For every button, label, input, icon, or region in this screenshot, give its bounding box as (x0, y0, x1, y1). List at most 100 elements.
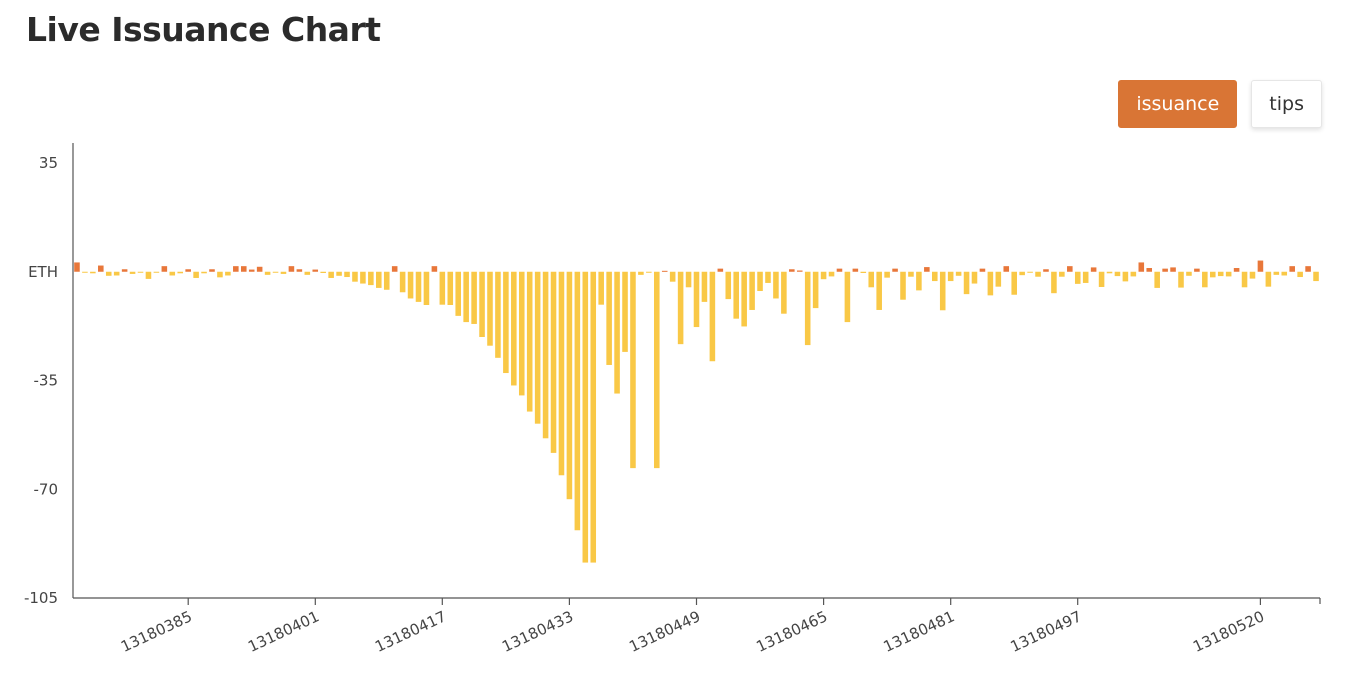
bar-13180472 (876, 271, 882, 310)
bar-13180395 (264, 271, 271, 275)
bar-13180421 (471, 271, 477, 324)
bar-13180416 (431, 266, 438, 272)
bar-13180517 (1233, 268, 1240, 272)
bar-13180444 (654, 271, 660, 469)
bar-13180477 (916, 271, 922, 291)
bar-13180516 (1225, 271, 1232, 277)
bar-13180372 (82, 271, 88, 273)
bar-13180507 (1154, 271, 1160, 288)
bar-13180453 (725, 271, 732, 300)
bar-13180398 (288, 266, 295, 272)
bar-13180448 (685, 271, 692, 288)
bar-13180417 (439, 271, 446, 305)
bar-13180511 (1186, 271, 1192, 276)
bar-13180499 (1090, 267, 1097, 272)
bar-13180399 (296, 269, 303, 272)
bar-13180471 (868, 271, 875, 288)
bar-13180430 (542, 271, 549, 439)
bar-13180427 (518, 271, 525, 396)
y-tick-label: -35 (34, 372, 59, 390)
bar-13180479 (932, 271, 938, 282)
bar-13180393 (248, 269, 255, 272)
bar-13180405 (344, 271, 350, 278)
bar-13180503 (1122, 271, 1129, 282)
bar-13180378 (129, 271, 136, 274)
bar-13180371 (74, 262, 80, 272)
bar-13180445 (661, 270, 668, 272)
x-tick-label: 13180481 (881, 607, 958, 656)
bar-13180527 (1313, 271, 1319, 282)
bar-13180473 (884, 271, 890, 278)
bar-13180490 (1019, 271, 1025, 276)
bar-13180456 (749, 271, 755, 310)
bar-13180377 (121, 269, 128, 272)
bar-13180493 (1043, 269, 1049, 272)
bar-13180486 (987, 271, 994, 296)
bar-13180409 (376, 271, 382, 288)
bar-13180381 (153, 271, 160, 273)
bar-13180422 (479, 271, 485, 337)
bar-13180461 (789, 269, 795, 272)
issuance-button[interactable]: issuance (1118, 80, 1238, 128)
bar-13180470 (860, 271, 867, 273)
bar-13180425 (503, 271, 509, 374)
bar-13180379 (137, 271, 144, 273)
bar-13180463 (804, 271, 811, 346)
bar-13180391 (233, 266, 239, 272)
bar-13180401 (312, 269, 319, 272)
bar-13180452 (717, 268, 724, 272)
bar-13180384 (177, 271, 184, 274)
bar-13180390 (225, 271, 231, 276)
bar-13180506 (1146, 268, 1153, 272)
bar-13180442 (638, 271, 644, 275)
x-tick-label: 13180465 (753, 607, 830, 656)
y-tick-label: -105 (24, 589, 58, 607)
bar-13180408 (368, 271, 374, 286)
bar-13180420 (463, 271, 469, 323)
bar-13180447 (677, 271, 684, 345)
bar-13180460 (781, 271, 787, 314)
bar-13180387 (201, 271, 207, 274)
bar-13180414 (415, 271, 422, 302)
bar-13180466 (828, 271, 835, 277)
bar-13180510 (1178, 271, 1184, 288)
bar-13180389 (217, 271, 223, 278)
bar-13180388 (209, 269, 215, 272)
bar-13180435 (582, 271, 589, 563)
bar-13180437 (598, 271, 604, 305)
bar-13180524 (1289, 266, 1295, 272)
bar-13180487 (995, 271, 1002, 287)
bar-13180419 (455, 271, 461, 316)
bar-13180449 (693, 271, 700, 328)
bar-13180426 (511, 271, 517, 386)
bar-13180474 (892, 268, 898, 272)
x-tick-label: 13180385 (118, 607, 195, 656)
bar-13180522 (1273, 271, 1280, 275)
bar-13180404 (336, 271, 342, 276)
bar-13180526 (1305, 266, 1311, 272)
bar-13180434 (574, 271, 581, 531)
bar-13180411 (391, 266, 398, 272)
bar-13180482 (955, 271, 962, 276)
bar-13180373 (90, 271, 96, 274)
bar-13180525 (1297, 271, 1303, 278)
bar-13180468 (844, 271, 851, 323)
bar-13180512 (1194, 268, 1200, 272)
bar-13180450 (701, 271, 708, 302)
bar-13180488 (1003, 266, 1010, 272)
bar-13180478 (924, 267, 930, 272)
bar-13180462 (796, 270, 803, 272)
bar-13180480 (939, 271, 946, 311)
x-tick-label: 13180497 (1008, 607, 1085, 656)
bar-13180418 (447, 271, 454, 305)
page-title: Live Issuance Chart (26, 10, 381, 49)
tips-button[interactable]: tips (1251, 80, 1322, 128)
y-tick-label: ETH (28, 263, 58, 281)
bar-13180509 (1170, 267, 1176, 272)
bar-13180475 (900, 271, 906, 300)
bar-13180459 (773, 271, 779, 299)
bar-13180481 (947, 271, 954, 282)
x-tick-label: 13180417 (372, 607, 449, 656)
bar-13180429 (534, 271, 541, 424)
